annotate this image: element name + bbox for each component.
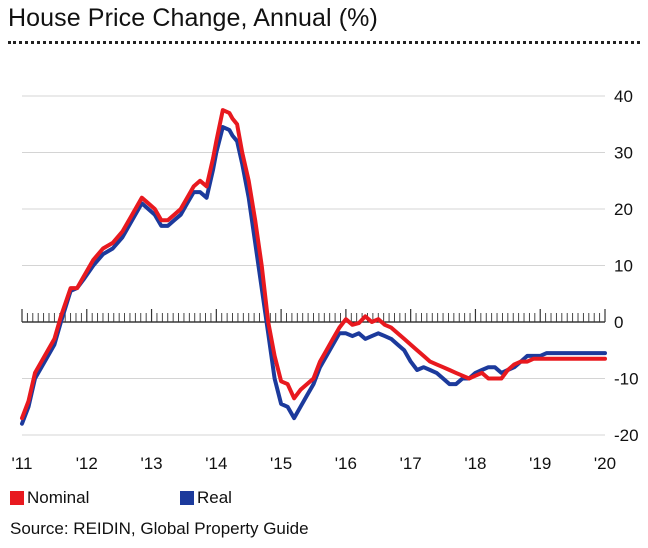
x-tick-label: '14 xyxy=(205,454,227,473)
x-tick-label: '15 xyxy=(270,454,292,473)
legend-item-real: Real xyxy=(180,488,232,508)
source-note: Source: REIDIN, Global Property Guide xyxy=(10,519,309,538)
x-tick-label: '17 xyxy=(400,454,422,473)
series-line-nominal xyxy=(20,108,607,421)
x-tick-label: '16 xyxy=(335,454,357,473)
y-tick-labels: 40 30 20 10 0 -10 -20 xyxy=(614,87,639,445)
legend-item-nominal: Nominal xyxy=(10,488,89,508)
x-tick-label: '11 xyxy=(12,454,33,473)
y-tick-label: 40 xyxy=(614,87,633,106)
y-tick-label: 30 xyxy=(614,144,633,163)
x-tick-label: '13 xyxy=(140,454,162,473)
y-tick-label: -10 xyxy=(614,370,639,389)
y-tick-label: 10 xyxy=(614,257,633,276)
legend-label-real: Real xyxy=(197,488,232,507)
legend-swatch-real xyxy=(180,491,194,505)
x-tick-labels: '11 '12 '13 '14 '15 '16 '17 '18 '19 '20 xyxy=(12,454,617,473)
series-lines xyxy=(20,108,607,426)
legend-label-nominal: Nominal xyxy=(27,488,90,507)
chart-title: House Price Change, Annual (%) xyxy=(8,4,378,32)
y-tick-label: 0 xyxy=(614,313,623,332)
y-tick-label: -20 xyxy=(614,426,639,445)
x-tick-label: '20 xyxy=(594,454,616,473)
x-tick-label: '18 xyxy=(464,454,486,473)
zero-axis xyxy=(21,309,606,323)
y-tick-label: 20 xyxy=(614,200,633,219)
x-tick-label: '19 xyxy=(529,454,551,473)
title-divider xyxy=(8,41,640,44)
gridlines xyxy=(22,95,605,436)
legend-swatch-nominal xyxy=(10,491,24,505)
x-tick-label: '12 xyxy=(76,454,98,473)
